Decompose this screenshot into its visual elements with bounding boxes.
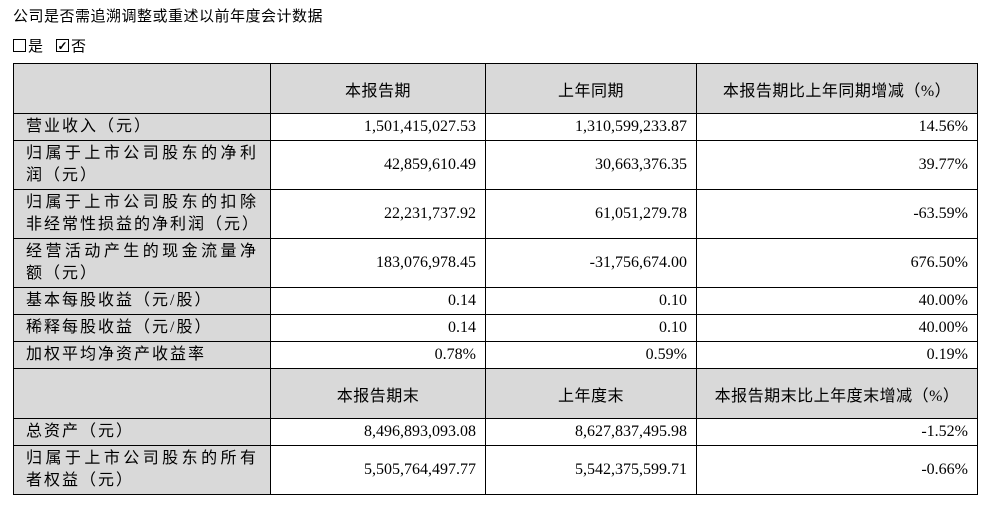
value-change: 40.00% [696,287,978,315]
table-row: 基本每股收益（元/股） 0.14 0.10 40.00% [13,287,978,315]
value-change: -63.59% [696,189,978,239]
period-header-col1 [13,63,271,114]
value-change: 40.00% [696,314,978,342]
row-label: 营业收入（元） [13,113,271,141]
value-current: 22,231,737.92 [270,189,486,239]
value-current: 0.78% [270,341,486,369]
table-row: 经营活动产生的现金流量净额（元） 183,076,978.45 -31,756,67… [13,238,978,288]
period-header-col4: 本报告期比上年同期增减（%） [696,63,978,114]
snapshot-header-col2: 本报告期末 [270,368,486,419]
snapshot-header-row: 本报告期末 上年度末 本报告期末比上年度末增减（%） [13,368,978,419]
value-current: 0.14 [270,314,486,342]
restatement-checkbox-group: 是 ✓ 否 [13,35,987,56]
table-row: 归属于上市公司股东的所有者权益（元） 5,505,764,497.77 5,542,… [13,445,978,495]
checkbox-checked-icon: ✓ [56,38,70,53]
value-prior: 1,310,599,233.87 [485,113,697,141]
period-header-col2: 本报告期 [270,63,486,114]
checkbox-yes-label: 是 [28,39,44,55]
period-header-col3: 上年同期 [485,63,697,114]
page-title: 公司是否需追溯调整或重述以前年度会计数据 [13,9,324,25]
row-label: 经营活动产生的现金流量净额（元） [13,238,271,288]
table-row: 归属于上市公司股东的扣除非经常性损益的净利润（元） 22,231,737.92 61… [13,189,978,239]
value-prior: 0.10 [485,287,697,315]
value-change: -1.52% [696,418,978,446]
snapshot-header-col1 [13,368,271,419]
row-label: 总资产（元） [13,418,271,446]
table-row: 总资产（元） 8,496,893,093.08 8,627,837,495.98 -1… [13,418,978,446]
row-label: 加权平均净资产收益率 [13,341,271,369]
financial-table-body: 本报告期 上年同期 本报告期比上年同期增减（%） 营业收入（元） 1,501,415,0… [13,63,978,495]
row-label: 归属于上市公司股东的所有者权益（元） [13,445,271,495]
value-prior: 61,051,279.78 [485,189,697,239]
value-current: 183,076,978.45 [270,238,486,288]
checkbox-unchecked-icon [13,39,26,52]
table-row: 加权平均净资产收益率 0.78% 0.59% 0.19% [13,341,978,369]
value-prior: 30,663,376.35 [485,140,697,190]
row-label: 归属于上市公司股东的净利润（元） [13,140,271,190]
document-page: 公司是否需追溯调整或重述以前年度会计数据 是 ✓ 否 本报告期 上年同期 本报告期比… [13,9,987,495]
value-change: -0.66% [696,445,978,495]
row-label: 稀释每股收益（元/股） [13,314,271,342]
row-label: 归属于上市公司股东的扣除非经常性损益的净利润（元） [13,189,271,239]
value-change: 0.19% [696,341,978,369]
table-row: 归属于上市公司股东的净利润（元） 42,859,610.49 30,663,376.… [13,140,978,190]
snapshot-header-col4: 本报告期末比上年度末增减（%） [696,368,978,419]
value-change: 39.77% [696,140,978,190]
row-label: 基本每股收益（元/股） [13,287,271,315]
value-current: 1,501,415,027.53 [270,113,486,141]
checkbox-option-yes: 是 [13,35,43,56]
value-current: 42,859,610.49 [270,140,486,190]
value-current: 0.14 [270,287,486,315]
value-current: 5,505,764,497.77 [270,445,486,495]
table-row: 稀释每股收益（元/股） 0.14 0.10 40.00% [13,314,978,342]
checkbox-option-no: ✓ 否 [56,35,86,56]
value-change: 14.56% [696,113,978,141]
period-header-row: 本报告期 上年同期 本报告期比上年同期增减（%） [13,63,978,114]
value-prior: -31,756,674.00 [485,238,697,288]
value-prior: 0.59% [485,341,697,369]
checkbox-no-label: 否 [71,39,87,55]
value-current: 8,496,893,093.08 [270,418,486,446]
value-prior: 8,627,837,495.98 [485,418,697,446]
value-prior: 5,542,375,599.71 [485,445,697,495]
value-change: 676.50% [696,238,978,288]
table-row: 营业收入（元） 1,501,415,027.53 1,310,599,233.87 1… [13,113,978,141]
snapshot-header-col3: 上年度末 [485,368,697,419]
value-prior: 0.10 [485,314,697,342]
financial-summary-table: 本报告期 上年同期 本报告期比上年同期增减（%） 营业收入（元） 1,501,415,0… [13,63,978,495]
